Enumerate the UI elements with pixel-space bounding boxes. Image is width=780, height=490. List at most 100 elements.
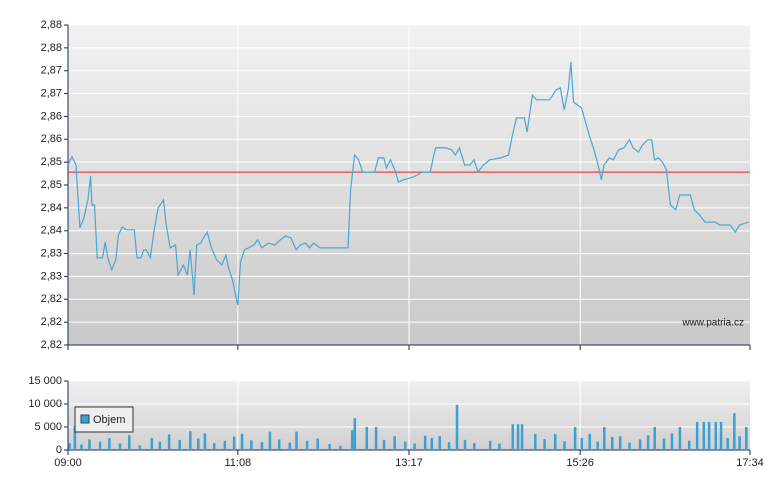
volume-bar [68,443,71,450]
legend-swatch [80,414,90,424]
volume-bar [189,431,192,450]
y-tick-label: 0 [56,444,62,456]
x-tick-label: 13:17 [395,457,423,469]
volume-bar [646,435,650,450]
volume-bar [714,421,718,450]
volume-bar [687,440,691,450]
volume-bar [653,427,656,450]
volume-bar [628,442,631,450]
volume-bar [178,439,181,450]
volume-bar [404,441,407,450]
price-line [67,62,749,306]
volume-bar [516,424,520,450]
y-tick-label: 2,82 [41,339,62,351]
volume-bar [745,427,748,450]
volume-bar [638,439,642,450]
volume-bar [382,439,386,450]
volume-bar [158,441,162,450]
y-tick-label: 2,82 [41,316,62,328]
volume-bar [288,442,292,450]
volume-bar [707,421,711,450]
y-tick-label: 2,86 [41,110,62,122]
volume-bar [511,424,514,450]
y-tick-label: 2,88 [41,19,62,31]
y-tick-label: 2,84 [41,225,62,237]
volume-bar [305,440,309,450]
volume-bar [447,442,451,450]
volume-bar [88,439,91,450]
volume-bar [520,424,524,450]
volume-bar [138,445,142,450]
volume-bar [662,438,666,450]
y-tick-label: 2,84 [41,202,62,214]
volume-bar [250,440,253,450]
volume-bar [128,435,131,450]
volume-bar [277,439,281,450]
volume-bar [108,438,111,450]
volume-bar [611,437,614,450]
y-tick-label: 2,83 [41,270,62,282]
volume-bar [463,439,467,450]
x-tick-label: 09:00 [54,457,82,469]
legend-label: Objem [93,414,125,426]
volume-bar [232,436,236,450]
volume-bar [260,442,264,450]
volume-bar [498,443,501,450]
y-tick-label: 2,83 [41,247,62,259]
volume-bar [223,440,227,450]
y-tick-label: 2,88 [41,42,62,54]
volume-bar [580,438,583,450]
x-tick-label: 15:26 [566,457,594,469]
volume-bar [98,441,102,450]
volume-bar [203,433,207,450]
volume-bar [738,436,741,450]
x-tick-label: 17:34 [736,457,764,469]
volume-bar [563,441,566,450]
volume-bar [118,443,122,450]
volume-bar [353,418,357,450]
volume-bar [733,413,736,450]
volume-bar [328,444,331,450]
volume-bar [268,431,272,450]
volume-bar [240,433,244,450]
volume-bar [719,421,723,450]
watermark: www.patria.cz [681,318,744,329]
volume-bar [543,438,546,450]
volume-bar [167,434,171,450]
volume-bar [393,436,396,450]
volume-bar [423,435,427,450]
volume-bar [316,438,319,450]
volume-bar [365,427,369,450]
volume-bar [73,426,77,450]
volume-bar [534,433,537,450]
volume-bar [197,438,200,450]
volume-bar [726,438,729,450]
volume-bar [413,443,416,450]
y-tick-label: 10 000 [28,398,62,410]
y-tick-label: 15 000 [28,375,62,387]
volume-bar [374,427,378,450]
x-tick-label: 11:08 [224,457,251,469]
y-tick-label: 2,85 [41,179,62,191]
volume-bar [473,443,476,450]
volume-bar [212,443,216,450]
volume-bar [603,427,606,450]
volume-bar [339,445,342,450]
volume-bar [150,438,154,450]
volume-bar [588,433,591,450]
volume-bar [350,430,354,450]
y-tick-label: 2,85 [41,156,62,168]
y-tick-label: 2,87 [41,65,62,77]
volume-bar [596,441,599,450]
y-tick-label: 5 000 [34,421,62,433]
volume-bar [438,436,442,450]
y-tick-label: 2,86 [41,133,62,145]
volume-bar [488,440,492,450]
volume-bar [295,431,298,450]
volume-bar [618,436,622,450]
volume-bar [80,444,83,450]
volume-bar [670,433,674,450]
volume-bar [695,421,699,450]
volume-bar [455,404,459,450]
